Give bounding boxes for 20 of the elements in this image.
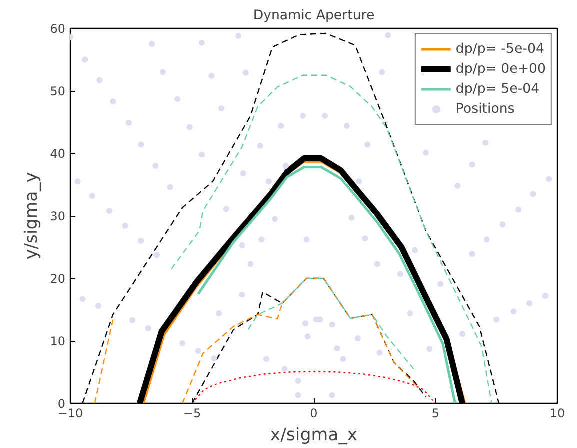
x-axis-title: x/sigma_x (270, 426, 358, 446)
legend-label: Positions (456, 102, 515, 116)
line-series (197, 166, 456, 404)
y-tick-label: 60 (50, 22, 66, 36)
y-axis-title: y/sigma_y (22, 172, 42, 260)
line-series (248, 278, 414, 370)
y-tick-label: 50 (50, 84, 66, 98)
x-tick-label: 0 (310, 406, 318, 420)
x-tick-label: −5 (183, 406, 202, 420)
y-tick-label: 20 (50, 272, 66, 286)
x-tick-label: 10 (550, 406, 566, 420)
legend-label: dp/p= -5e-04 (456, 42, 544, 56)
legend-label: dp/p= 0e+00 (456, 62, 546, 76)
x-tick-label: 5 (432, 406, 440, 420)
line-series (192, 371, 436, 404)
chart-title: Dynamic Aperture (253, 8, 375, 24)
y-tick-label: 40 (50, 147, 66, 161)
y-tick-label: 10 (50, 334, 66, 348)
y-tick-label: 30 (50, 210, 66, 224)
legend-label: dp/p= 5e-04 (456, 82, 540, 96)
